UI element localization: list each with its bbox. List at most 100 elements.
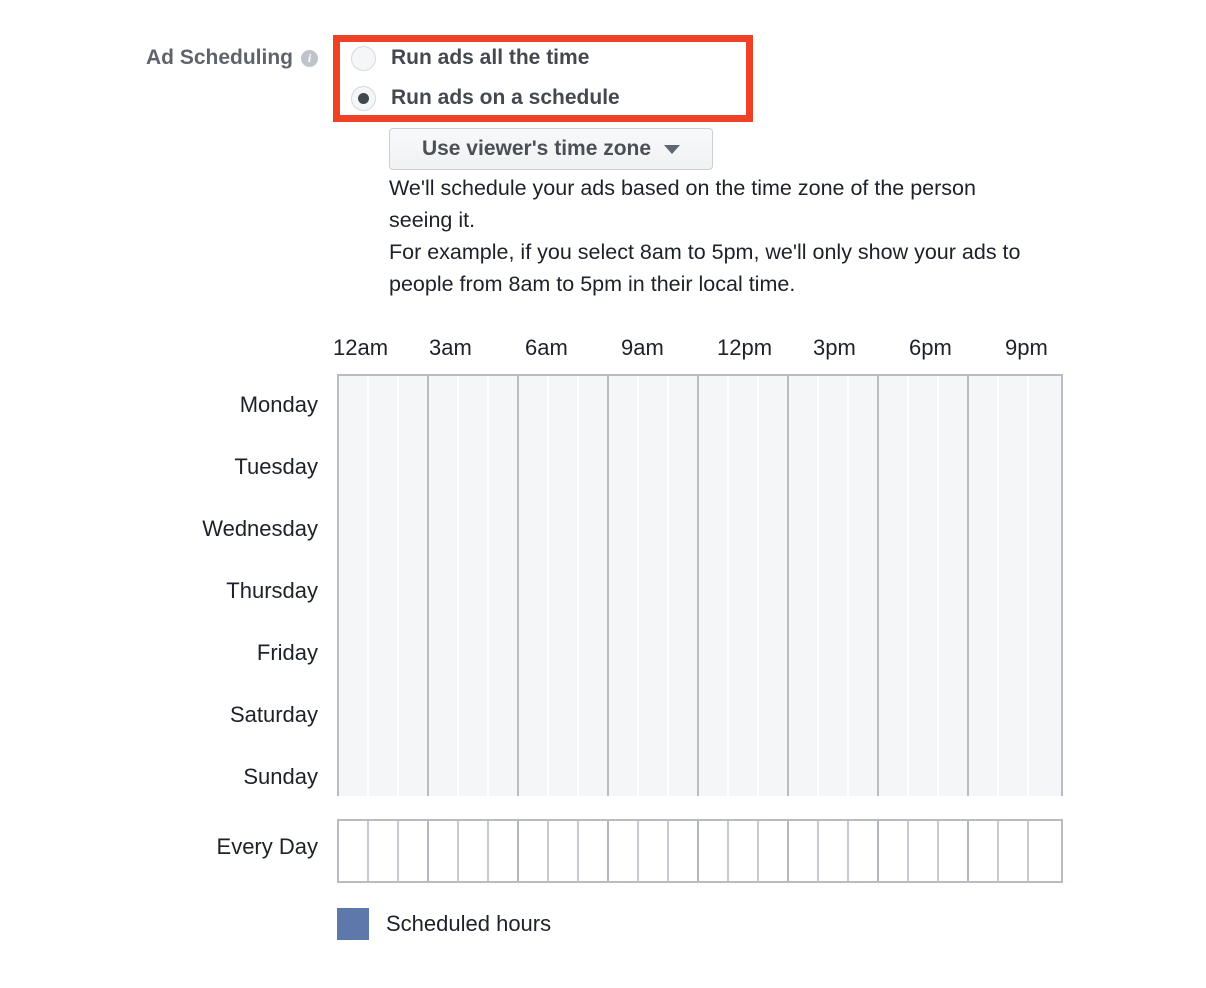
schedule-cell-every-day-h19[interactable]	[909, 821, 939, 881]
schedule-cell-friday-h10[interactable]	[639, 616, 669, 676]
schedule-cell-thursday-h5[interactable]	[489, 556, 519, 616]
schedule-cell-friday-h11[interactable]	[669, 616, 699, 676]
radio-option-run-on-schedule[interactable]: Run ads on a schedule	[351, 85, 620, 111]
schedule-cell-friday-h8[interactable]	[579, 616, 609, 676]
schedule-cell-every-day-h2[interactable]	[399, 821, 429, 881]
schedule-cell-friday-h17[interactable]	[849, 616, 879, 676]
schedule-cell-saturday-h22[interactable]	[999, 676, 1029, 736]
schedule-cell-friday-h19[interactable]	[909, 616, 939, 676]
schedule-cell-sunday-h0[interactable]	[339, 736, 369, 796]
schedule-cell-tuesday-h1[interactable]	[369, 436, 399, 496]
schedule-cell-sunday-h3[interactable]	[429, 736, 459, 796]
schedule-cell-thursday-h11[interactable]	[669, 556, 699, 616]
schedule-cell-tuesday-h4[interactable]	[459, 436, 489, 496]
schedule-cell-thursday-h2[interactable]	[399, 556, 429, 616]
schedule-cell-wednesday-h0[interactable]	[339, 496, 369, 556]
schedule-cell-monday-h1[interactable]	[369, 376, 399, 436]
schedule-cell-tuesday-h17[interactable]	[849, 436, 879, 496]
schedule-cell-sunday-h19[interactable]	[909, 736, 939, 796]
schedule-cell-saturday-h5[interactable]	[489, 676, 519, 736]
schedule-cell-every-day-h6[interactable]	[519, 821, 549, 881]
schedule-cell-thursday-h21[interactable]	[969, 556, 999, 616]
schedule-cell-thursday-h3[interactable]	[429, 556, 459, 616]
schedule-cell-monday-h16[interactable]	[819, 376, 849, 436]
schedule-cell-monday-h23[interactable]	[1029, 376, 1061, 436]
schedule-cell-monday-h4[interactable]	[459, 376, 489, 436]
schedule-cell-wednesday-h18[interactable]	[879, 496, 909, 556]
schedule-cell-monday-h10[interactable]	[639, 376, 669, 436]
schedule-cell-sunday-h8[interactable]	[579, 736, 609, 796]
schedule-cell-wednesday-h6[interactable]	[519, 496, 549, 556]
schedule-cell-monday-h3[interactable]	[429, 376, 459, 436]
schedule-cell-wednesday-h23[interactable]	[1029, 496, 1061, 556]
schedule-cell-thursday-h17[interactable]	[849, 556, 879, 616]
schedule-cell-sunday-h17[interactable]	[849, 736, 879, 796]
schedule-cell-monday-h5[interactable]	[489, 376, 519, 436]
schedule-cell-tuesday-h0[interactable]	[339, 436, 369, 496]
schedule-cell-tuesday-h10[interactable]	[639, 436, 669, 496]
schedule-cell-tuesday-h12[interactable]	[699, 436, 729, 496]
schedule-cell-tuesday-h7[interactable]	[549, 436, 579, 496]
schedule-cell-saturday-h16[interactable]	[819, 676, 849, 736]
schedule-cell-saturday-h10[interactable]	[639, 676, 669, 736]
schedule-cell-friday-h9[interactable]	[609, 616, 639, 676]
schedule-cell-thursday-h1[interactable]	[369, 556, 399, 616]
schedule-cell-monday-h2[interactable]	[399, 376, 429, 436]
schedule-cell-sunday-h7[interactable]	[549, 736, 579, 796]
schedule-cell-friday-h3[interactable]	[429, 616, 459, 676]
schedule-cell-thursday-h14[interactable]	[759, 556, 789, 616]
schedule-cell-wednesday-h14[interactable]	[759, 496, 789, 556]
schedule-cell-every-day-h11[interactable]	[669, 821, 699, 881]
schedule-cell-monday-h12[interactable]	[699, 376, 729, 436]
schedule-cell-monday-h14[interactable]	[759, 376, 789, 436]
schedule-cell-monday-h15[interactable]	[789, 376, 819, 436]
schedule-cell-thursday-h7[interactable]	[549, 556, 579, 616]
schedule-cell-wednesday-h19[interactable]	[909, 496, 939, 556]
schedule-cell-sunday-h22[interactable]	[999, 736, 1029, 796]
schedule-cell-saturday-h11[interactable]	[669, 676, 699, 736]
schedule-cell-thursday-h23[interactable]	[1029, 556, 1061, 616]
schedule-cell-saturday-h1[interactable]	[369, 676, 399, 736]
schedule-cell-friday-h1[interactable]	[369, 616, 399, 676]
schedule-cell-thursday-h18[interactable]	[879, 556, 909, 616]
schedule-cell-wednesday-h22[interactable]	[999, 496, 1029, 556]
schedule-cell-every-day-h0[interactable]	[339, 821, 369, 881]
schedule-cell-tuesday-h21[interactable]	[969, 436, 999, 496]
schedule-cell-monday-h11[interactable]	[669, 376, 699, 436]
schedule-cell-monday-h18[interactable]	[879, 376, 909, 436]
schedule-cell-tuesday-h16[interactable]	[819, 436, 849, 496]
schedule-cell-friday-h14[interactable]	[759, 616, 789, 676]
schedule-cell-sunday-h18[interactable]	[879, 736, 909, 796]
schedule-cell-tuesday-h19[interactable]	[909, 436, 939, 496]
schedule-cell-monday-h13[interactable]	[729, 376, 759, 436]
schedule-cell-saturday-h3[interactable]	[429, 676, 459, 736]
schedule-cell-friday-h5[interactable]	[489, 616, 519, 676]
schedule-cell-monday-h21[interactable]	[969, 376, 999, 436]
schedule-cell-thursday-h15[interactable]	[789, 556, 819, 616]
schedule-cell-sunday-h20[interactable]	[939, 736, 969, 796]
schedule-cell-tuesday-h8[interactable]	[579, 436, 609, 496]
schedule-cell-friday-h15[interactable]	[789, 616, 819, 676]
schedule-cell-thursday-h4[interactable]	[459, 556, 489, 616]
schedule-cell-tuesday-h23[interactable]	[1029, 436, 1061, 496]
schedule-cell-every-day-h21[interactable]	[969, 821, 999, 881]
schedule-cell-tuesday-h11[interactable]	[669, 436, 699, 496]
schedule-cell-every-day-h5[interactable]	[489, 821, 519, 881]
schedule-cell-tuesday-h13[interactable]	[729, 436, 759, 496]
schedule-cell-sunday-h4[interactable]	[459, 736, 489, 796]
schedule-cell-tuesday-h3[interactable]	[429, 436, 459, 496]
schedule-cell-tuesday-h5[interactable]	[489, 436, 519, 496]
schedule-cell-saturday-h18[interactable]	[879, 676, 909, 736]
schedule-cell-friday-h20[interactable]	[939, 616, 969, 676]
schedule-cell-monday-h7[interactable]	[549, 376, 579, 436]
schedule-cell-friday-h2[interactable]	[399, 616, 429, 676]
schedule-cell-every-day-h16[interactable]	[819, 821, 849, 881]
schedule-cell-every-day-h20[interactable]	[939, 821, 969, 881]
schedule-cell-saturday-h14[interactable]	[759, 676, 789, 736]
schedule-cell-sunday-h11[interactable]	[669, 736, 699, 796]
schedule-cell-sunday-h2[interactable]	[399, 736, 429, 796]
schedule-cell-every-day-h9[interactable]	[609, 821, 639, 881]
schedule-cell-every-day-h1[interactable]	[369, 821, 399, 881]
schedule-cell-tuesday-h18[interactable]	[879, 436, 909, 496]
schedule-cell-wednesday-h20[interactable]	[939, 496, 969, 556]
